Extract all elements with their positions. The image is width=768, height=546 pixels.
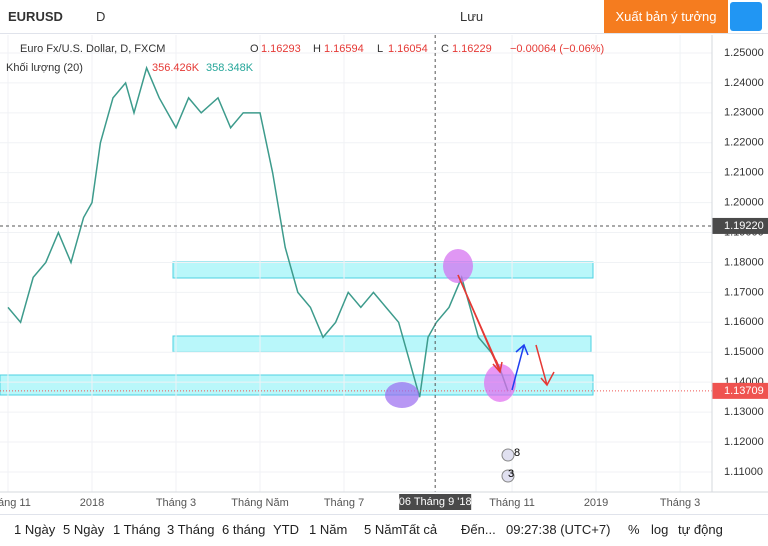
range[interactable]: 1 Tháng — [113, 522, 161, 537]
legend-l: L — [377, 43, 383, 55]
volume-value: 358.348K — [206, 62, 254, 74]
toolbar: EURUSD D Lưu Xuất bản ý tưởng — [0, 0, 768, 34]
publish-button[interactable]: Xuất bản ý tưởng — [604, 0, 728, 33]
x-tick-label: Tháng 3 — [660, 497, 700, 509]
price-line — [7, 65, 509, 398]
y-tick-label: 1.23000 — [724, 107, 764, 119]
y-tick-label: 1.16000 — [724, 316, 764, 328]
goto[interactable]: Đến... — [461, 522, 496, 537]
arrow — [457, 274, 503, 374]
legend-title: Euro Fx/U.S. Dollar, D, FXCM — [20, 43, 165, 55]
x-tick-label: Tháng 3 — [156, 497, 196, 509]
y-tick-label: 1.13000 — [724, 406, 764, 418]
play-button[interactable] — [730, 2, 762, 31]
last-price-label: 1.13709 — [724, 385, 764, 397]
bottom-bar: 1 Ngày 5 Ngày 1 Tháng 3 Tháng 6 tháng YT… — [0, 514, 768, 546]
interval[interactable]: D — [96, 9, 106, 24]
event-badge[interactable] — [501, 448, 515, 462]
log[interactable]: log — [651, 522, 669, 537]
zone — [172, 261, 594, 279]
legend-o: O — [250, 43, 259, 55]
event-count: 8 — [514, 447, 520, 459]
range[interactable]: YTD — [273, 522, 299, 537]
x-tick-label: Tháng 11 — [489, 497, 535, 509]
y-tick-label: 1.11000 — [724, 466, 763, 478]
range[interactable]: 1 Ngày — [14, 522, 56, 537]
range[interactable]: 1 Năm — [309, 522, 348, 537]
legend-h: 1.16594 — [324, 43, 364, 55]
zone — [172, 335, 592, 353]
range[interactable]: 5 Năm — [364, 522, 403, 537]
range[interactable]: 6 tháng — [222, 522, 266, 537]
range[interactable]: Tất cả — [401, 522, 438, 537]
y-tick-label: 1.24000 — [724, 77, 764, 89]
x-tick-label: Tháng Năm — [231, 497, 288, 509]
legend-c: C — [441, 43, 449, 55]
volume-value: 356.426K — [152, 62, 200, 74]
zone — [0, 374, 594, 396]
x-tick-label: Tháng 7 — [324, 497, 364, 509]
circle — [443, 249, 473, 283]
y-tick-label: 1.15000 — [724, 346, 764, 358]
y-tick-label: 1.17000 — [724, 286, 764, 298]
legend-c: 1.16229 — [452, 43, 492, 55]
y-tick-label: 1.12000 — [724, 436, 764, 448]
legend-h: H — [313, 43, 321, 55]
arrow — [511, 343, 529, 391]
crosshair-y-label: 1.19220 — [724, 220, 764, 232]
y-tick-label: 1.25000 — [724, 47, 764, 59]
symbol[interactable]: EURUSD — [8, 9, 63, 24]
crosshair-label-box — [399, 494, 472, 510]
event-badge[interactable] — [501, 469, 515, 483]
legend-l: 1.16054 — [388, 43, 428, 55]
y-tick-label: 1.18000 — [724, 256, 764, 268]
arrow — [535, 344, 555, 387]
event-count: 3 — [508, 468, 514, 480]
crosshair-label-box — [712, 217, 768, 234]
clock: 09:27:38 (UTC+7) — [506, 522, 611, 537]
circle — [484, 364, 516, 402]
last-price-box — [712, 382, 768, 399]
percent[interactable]: % — [628, 522, 640, 537]
legend-o: 1.16293 — [261, 43, 301, 55]
y-tick-label: 1.20000 — [724, 197, 764, 209]
auto[interactable]: tự động — [678, 522, 723, 537]
legend-change: −0.00064 (−0.06%) — [510, 43, 604, 55]
x-tick-label: 2018 — [80, 497, 104, 509]
x-tick-label: Tháng 11 — [0, 497, 31, 509]
range[interactable]: 5 Ngày — [63, 522, 105, 537]
chart: 1.110001.120001.130001.140001.150001.160… — [0, 35, 768, 510]
x-tick-label: 2019 — [584, 497, 608, 509]
y-tick-label: 1.22000 — [724, 137, 764, 149]
crosshair-x-label: 06 Tháng 9 '18 — [399, 496, 472, 508]
save[interactable]: Lưu — [460, 9, 484, 24]
y-tick-label: 1.21000 — [724, 167, 764, 179]
range[interactable]: 3 Tháng — [167, 522, 215, 537]
circle — [385, 382, 419, 408]
volume-title: Khối lượng (20) — [6, 62, 83, 74]
